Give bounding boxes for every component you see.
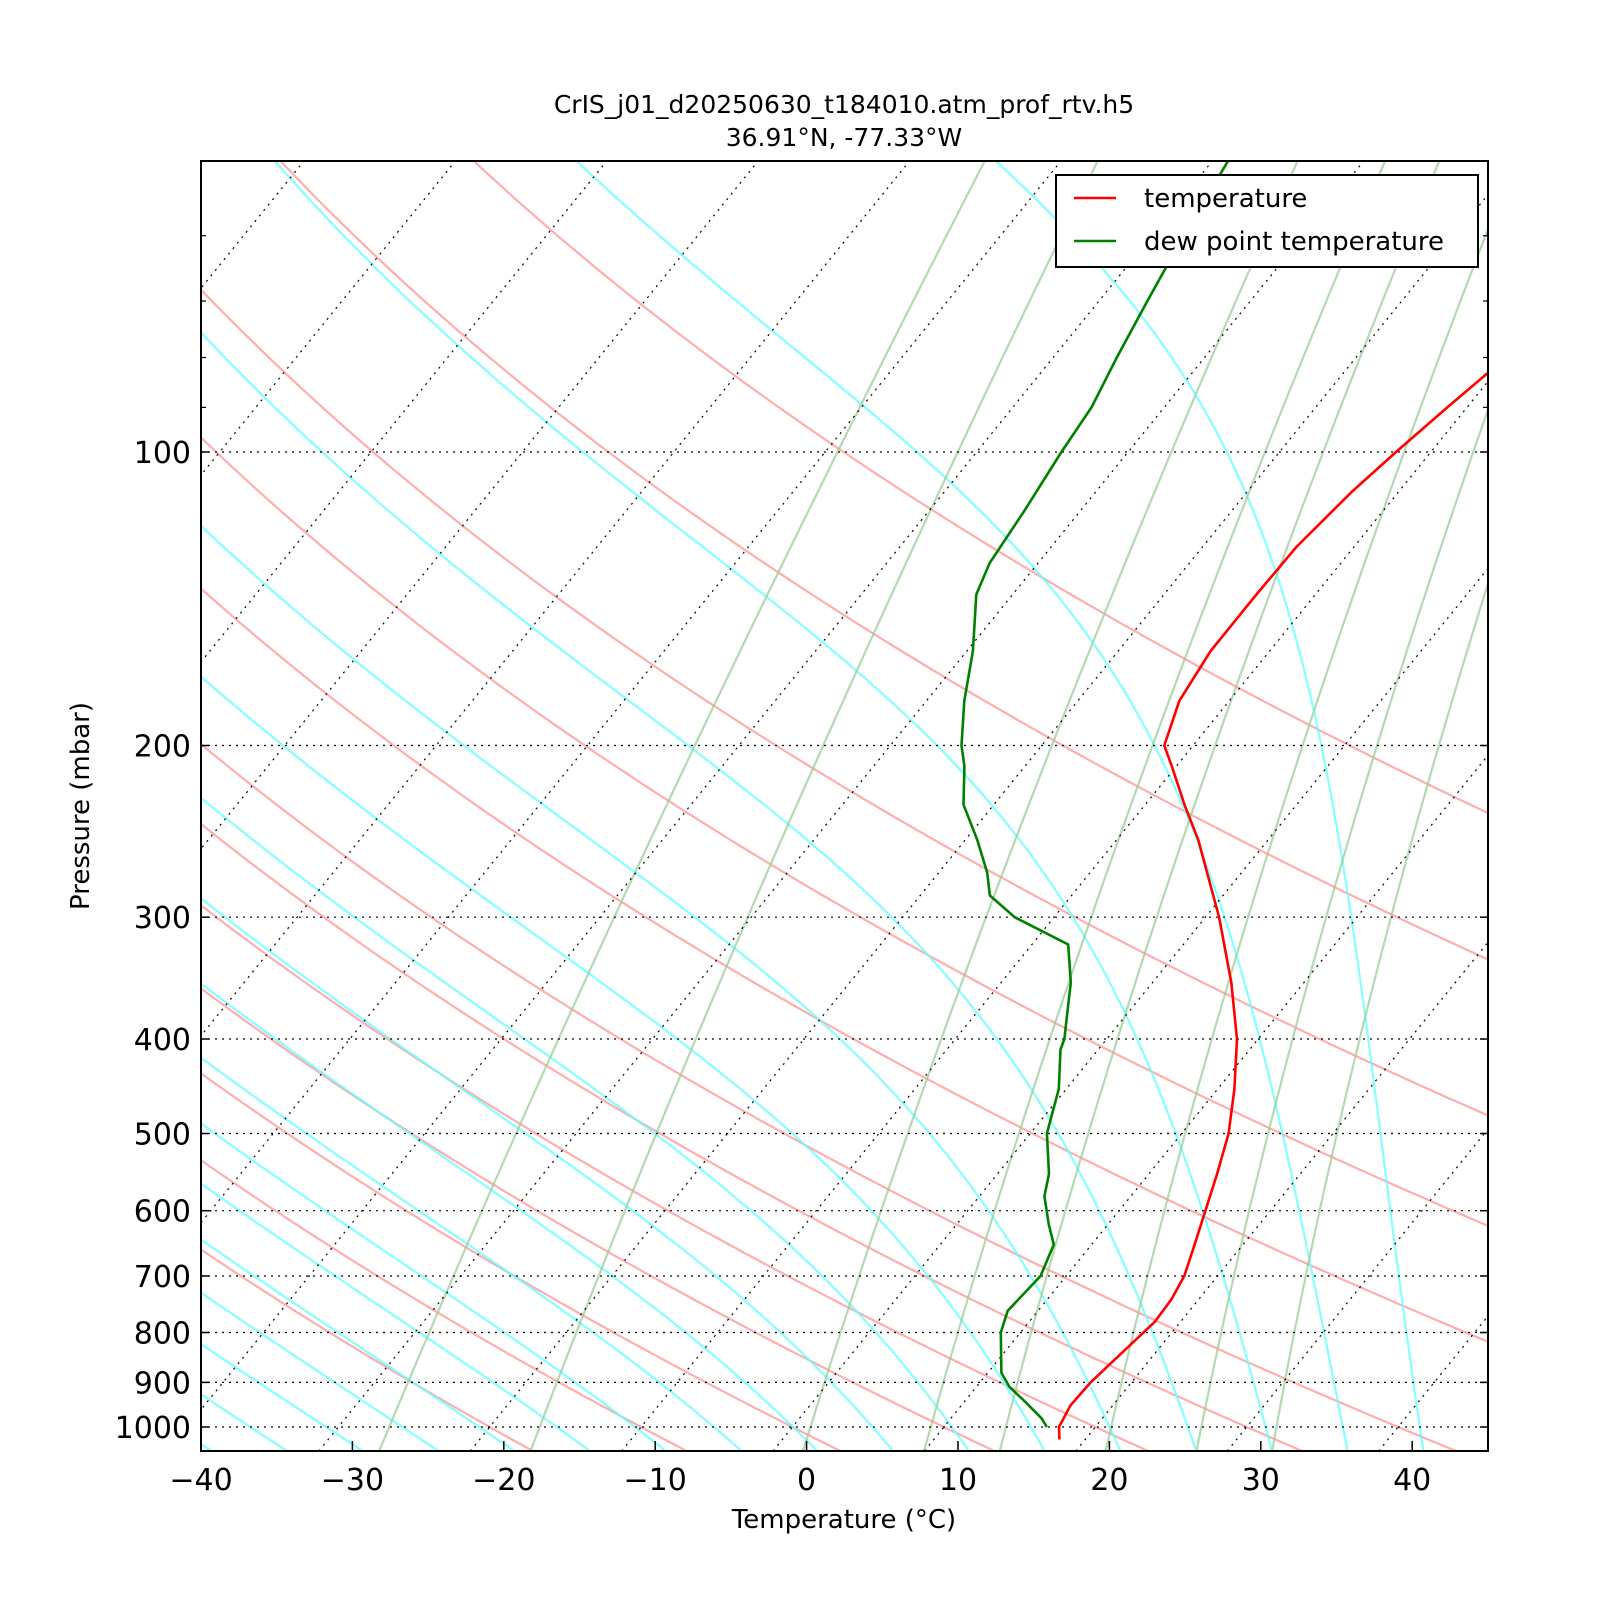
temperature-line — [1057, 371, 1488, 1440]
y-tick-label: 900 — [134, 1366, 191, 1401]
x-axis-ticks: −40 −30 −20 −10 0 10 20 30 40 — [169, 1441, 1431, 1498]
x-tick-label: 0 — [797, 1463, 816, 1498]
dry-adiabat-line — [472, 161, 1488, 815]
dry-adiabat-line — [201, 822, 1305, 1451]
y-tick-label: 100 — [134, 436, 191, 471]
dry-adiabat-line — [278, 161, 1488, 961]
moist-adiabat-line — [201, 1056, 743, 1451]
mixing-ratio-line — [377, 161, 986, 1451]
y-tick-label: 300 — [134, 901, 191, 936]
moist-adiabat-line — [574, 161, 1349, 1451]
legend-label-dew-point: dew point temperature — [1144, 227, 1444, 257]
y-tick-label: 500 — [134, 1117, 191, 1152]
legend-label-temperature: temperature — [1144, 184, 1307, 214]
moist-adiabat-line — [201, 524, 1122, 1451]
x-tick-label: −30 — [321, 1463, 384, 1498]
x-tick-label: −10 — [624, 1463, 687, 1498]
plot-frame — [200, 160, 1489, 1452]
moist-adiabat-line — [201, 1442, 213, 1451]
data-series — [960, 161, 1488, 1440]
x-tick-label: −20 — [472, 1463, 535, 1498]
dry-adiabat-line — [201, 587, 1488, 1343]
chart-subtitle: 36.91°N, -77.33°W — [726, 123, 962, 152]
y-tick-label: 1000 — [115, 1411, 191, 1446]
dry-adiabat-line — [201, 903, 1151, 1451]
x-tick-label: 30 — [1242, 1463, 1280, 1498]
moist-adiabat-line — [201, 1182, 592, 1451]
dewpoint-line — [960, 161, 1230, 1428]
dry-adiabat-line — [201, 742, 1459, 1451]
legend-box — [1055, 174, 1479, 268]
legend: temperature dew point temperature — [1055, 174, 1479, 268]
moist-adiabat-line — [201, 982, 819, 1451]
dry-adiabat-line — [201, 1071, 843, 1451]
x-tick-label: 20 — [1090, 1463, 1128, 1498]
x-tick-label: 10 — [939, 1463, 977, 1498]
dry-adiabat-line — [201, 987, 997, 1451]
background-lines — [201, 161, 1488, 1451]
mixing-ratio-line — [801, 161, 1299, 1451]
mixing-ratio-line — [922, 161, 1387, 1451]
y-axis-label: Pressure (mbar) — [66, 702, 96, 910]
moist-adiabat-line — [201, 1342, 365, 1451]
moist-adiabat-line — [201, 1238, 516, 1451]
mixing-ratio-line — [529, 161, 1099, 1451]
mixing-ratio-line — [1195, 406, 1488, 1451]
dry-adiabat-line — [201, 288, 1488, 1117]
x-tick-label: 40 — [1393, 1463, 1431, 1498]
y-tick-label: 700 — [134, 1260, 191, 1295]
y-axis-ticks: 100 200 300 400 500 600 700 800 900 1000 — [115, 235, 1488, 1446]
y-tick-label: 400 — [134, 1023, 191, 1058]
moist-adiabat-line — [201, 796, 971, 1451]
dry-adiabat-line — [201, 435, 1488, 1228]
moist-adiabat-line — [994, 161, 1425, 1451]
chart-title: CrIS_j01_d20250630_t184010.atm_prof_rtv.… — [554, 90, 1134, 119]
isotherm-gridline — [1530, 161, 1600, 1451]
gridlines — [0, 161, 1600, 1451]
x-axis-label: Temperature (°C) — [731, 1505, 956, 1535]
y-tick-label: 200 — [134, 730, 191, 765]
y-tick-label: 600 — [134, 1195, 191, 1230]
dry-adiabat-line — [201, 1158, 689, 1451]
moist-adiabat-line — [201, 1122, 668, 1451]
moist-adiabat-line — [201, 1291, 441, 1451]
isotherm-gridline — [0, 161, 1, 1451]
moist-adiabat-line — [201, 675, 1046, 1451]
moist-adiabat-line — [201, 330, 1198, 1451]
moist-adiabat-line — [201, 897, 895, 1451]
y-tick-label: 800 — [134, 1317, 191, 1352]
x-tick-label: −40 — [169, 1463, 232, 1498]
mixing-ratio-line — [1104, 226, 1488, 1451]
mixing-ratio-line — [998, 161, 1441, 1451]
